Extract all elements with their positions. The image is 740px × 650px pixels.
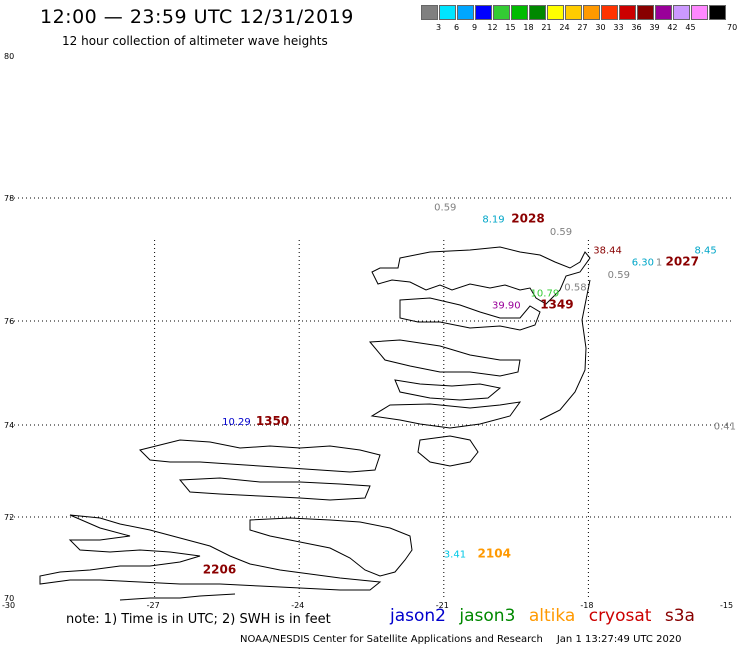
scale-swatch xyxy=(493,5,510,20)
wave-height-label: 39.90 xyxy=(492,301,521,312)
coastline-segment xyxy=(139,439,381,473)
wave-height-label: 0.58 xyxy=(564,282,586,293)
latitude-label: 80 xyxy=(4,52,14,61)
scale-swatch xyxy=(673,5,690,20)
longitude-label: -15 xyxy=(720,601,733,610)
scale-label: 21 xyxy=(541,23,552,32)
latitude-label: 72 xyxy=(4,513,14,522)
map-graticule xyxy=(10,197,733,598)
scale-label: 9 xyxy=(471,23,478,32)
scale-label: 18 xyxy=(523,23,534,32)
wave-height-label: 1350 xyxy=(256,414,289,428)
wave-height-label: 2028 xyxy=(511,212,544,226)
coastline-segment xyxy=(249,517,413,577)
coastline-segment xyxy=(178,477,371,501)
scale-label: 45 xyxy=(685,23,696,32)
scale-label: 12 xyxy=(487,23,498,32)
footer-note: note: 1) Time is in UTC; 2) SWH is in fe… xyxy=(66,612,331,627)
scale-swatch xyxy=(421,5,438,20)
coastline-segment xyxy=(370,401,522,429)
greenland-coastline xyxy=(39,246,591,601)
wave-height-label: 2104 xyxy=(478,547,511,561)
scale-swatch xyxy=(709,5,726,20)
wave-height-label: 6.30 xyxy=(632,258,654,269)
footer-credit: NOAA/NESDIS Center for Satellite Applica… xyxy=(240,634,682,645)
coastline-segment xyxy=(39,514,382,591)
longitude-labels: -30 -27 -24 -21 -18 -15 xyxy=(2,601,733,610)
wave-height-label: 0.59 xyxy=(550,227,572,238)
wave-height-label: 8.45 xyxy=(694,245,716,256)
coastline-segment xyxy=(371,246,591,305)
scale-swatch xyxy=(439,5,456,20)
wave-height-label: 10.29 xyxy=(222,417,251,428)
scale-swatch xyxy=(619,5,636,20)
longitude-label: -18 xyxy=(580,601,593,610)
coastline-segment xyxy=(539,279,591,421)
wave-height-label: 8.19 xyxy=(482,215,504,226)
satellite-s3a: s3a xyxy=(664,606,695,626)
scale-swatch xyxy=(565,5,582,20)
satellite-jason2: jason2 xyxy=(390,606,446,626)
scale-unit: 70 (ft) xyxy=(727,23,740,32)
wave-height-label: 2206 xyxy=(203,563,236,577)
scale-label: 6 xyxy=(453,23,460,32)
satellite-cryosat: cryosat xyxy=(588,606,652,626)
coastline-segment xyxy=(399,297,541,331)
wave-height-label: 38.44 xyxy=(593,245,622,256)
scale-label: 39 xyxy=(649,23,660,32)
satellite-jason3: jason3 xyxy=(459,606,516,626)
scale-swatch xyxy=(511,5,528,20)
scale-label: 33 xyxy=(613,23,624,32)
wave-height-observations: 0.59 8.19 2028 0.59 38.44 8.45 6.30 1 2027 0.59 0.… xyxy=(203,202,736,576)
wave-height-label: 3.41 xyxy=(444,550,466,561)
scale-label: 24 xyxy=(559,23,570,32)
coastline-segment xyxy=(394,379,502,401)
map-title: 12:00 — 23:59 UTC 12/31/2019 xyxy=(40,6,354,28)
scale-swatch xyxy=(547,5,564,20)
scale-label: 30 xyxy=(595,23,606,32)
scale-swatch xyxy=(457,5,474,20)
wave-height-label: 1349 xyxy=(540,298,573,312)
scale-swatch xyxy=(655,5,672,20)
latitude-labels: 80 78 76 74 72 70 xyxy=(4,52,14,603)
latitude-label: 70 xyxy=(4,594,14,603)
satellite-altika: altika xyxy=(528,606,576,626)
scale-swatch xyxy=(475,5,492,20)
latitude-label: 74 xyxy=(4,421,14,430)
scale-swatch xyxy=(601,5,618,20)
wave-height-label: 10.79 xyxy=(531,288,560,299)
map-subtitle: 12 hour collection of altimeter wave hei… xyxy=(62,34,328,48)
credit-text: NOAA/NESDIS Center for Satellite Applica… xyxy=(240,634,543,645)
scale-swatch xyxy=(529,5,546,20)
coastline-segment xyxy=(417,435,479,467)
coastline-segment xyxy=(368,339,521,377)
latitude-label: 76 xyxy=(4,317,14,326)
longitude-label: -21 xyxy=(436,601,449,610)
scale-label: 27 xyxy=(577,23,588,32)
wave-height-label: 0.41 xyxy=(714,422,736,433)
wave-height-label: 1 xyxy=(656,258,662,269)
wave-height-label: 2027 xyxy=(666,255,699,269)
scale-label: 42 xyxy=(667,23,678,32)
scale-swatch xyxy=(637,5,654,20)
satellite-legend: jason2 jason3 altika cryosat s3a xyxy=(390,606,703,626)
coastline-segment xyxy=(119,593,236,601)
scale-swatch xyxy=(691,5,708,20)
scale-label: 15 xyxy=(505,23,516,32)
wave-height-label: 0.59 xyxy=(608,270,630,281)
latitude-label: 78 xyxy=(4,194,14,203)
scale-label: 3 xyxy=(435,23,442,32)
scale-swatch xyxy=(583,5,600,20)
longitude-label: -27 xyxy=(147,601,160,610)
credit-timestamp: Jan 1 13:27:49 UTC 2020 xyxy=(556,634,682,645)
scale-label: 36 xyxy=(631,23,642,32)
longitude-label: -24 xyxy=(291,601,304,610)
wave-height-label: 0.59 xyxy=(434,202,456,213)
longitude-label: -30 xyxy=(2,601,15,610)
